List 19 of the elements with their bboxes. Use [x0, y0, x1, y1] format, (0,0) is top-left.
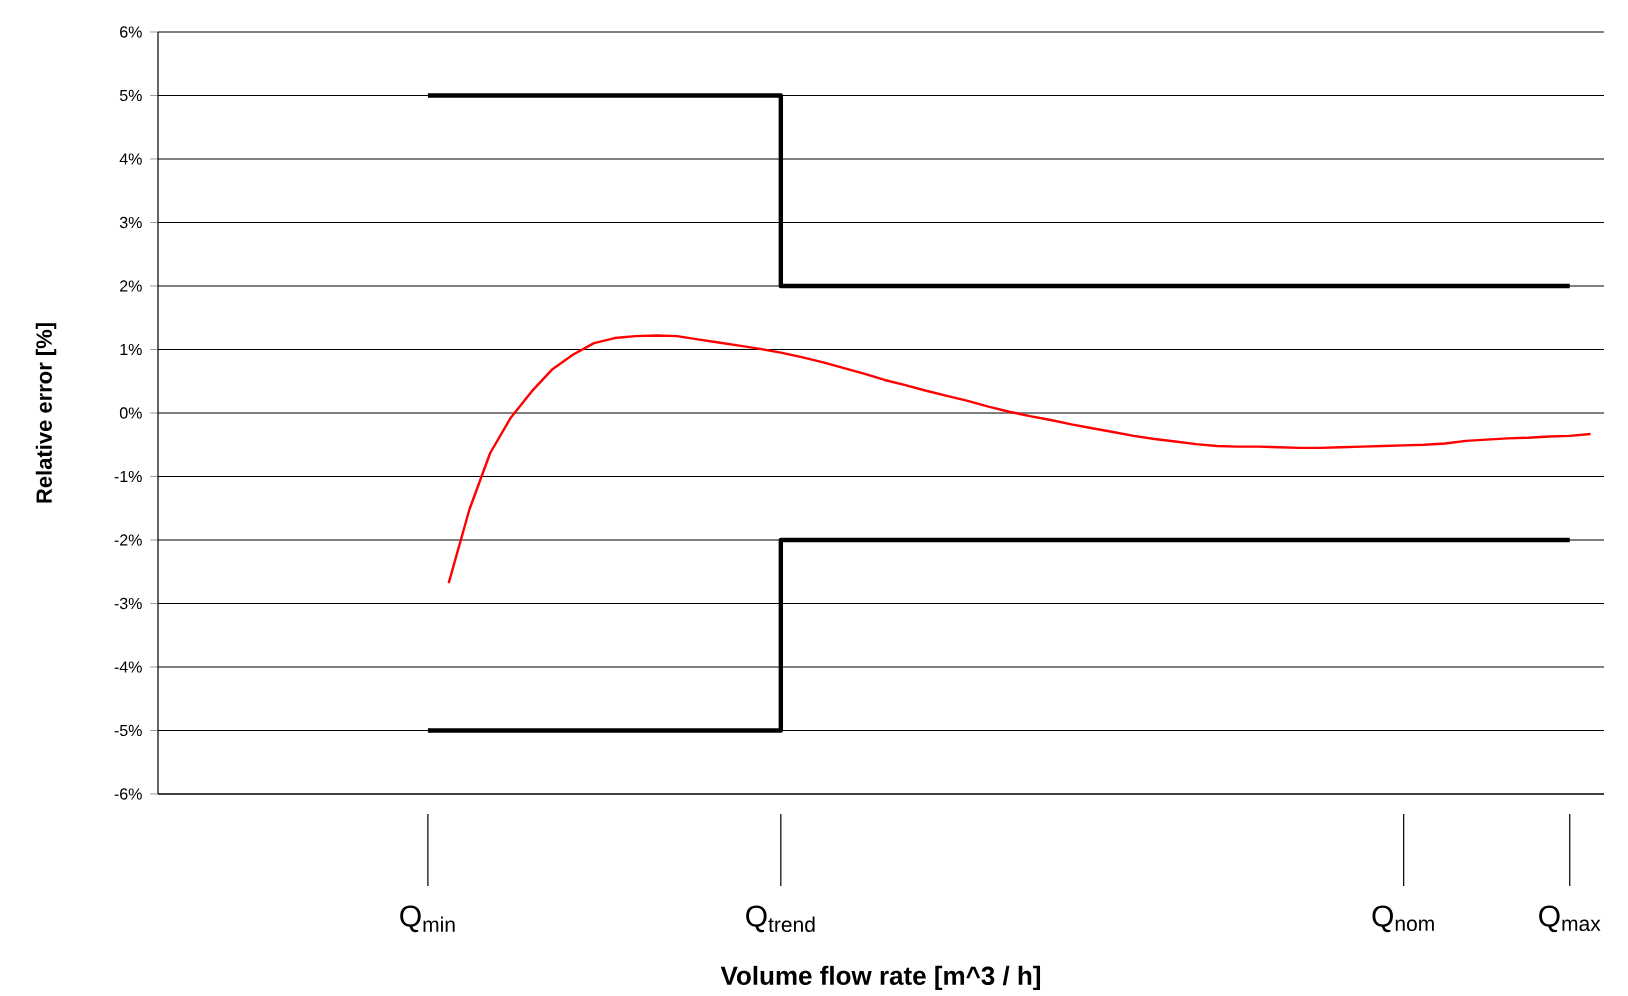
x-tick-label: Q$_{trend}$ — [746, 905, 815, 933]
y-tick-label: -1% — [114, 470, 142, 483]
y-tick-label: 4% — [119, 153, 142, 165]
x-tick-label: Q$_{max}$ — [1539, 905, 1601, 933]
y-tick-label: 0% — [119, 407, 142, 419]
x-tick-label: Q$_{min}$ — [400, 905, 455, 933]
y-tick-label: -6% — [114, 788, 142, 800]
x-axis-title: Volume flow rate [m^3 / h] — [720, 965, 1041, 991]
y-tick-label: 3% — [119, 216, 142, 229]
y-axis-title: Relative error [%] — [35, 323, 57, 503]
y-tick-label: -2% — [114, 534, 142, 546]
x-tick-label: Q$_{nom}$ — [1372, 905, 1434, 933]
y-tick-label: 6% — [120, 26, 142, 38]
y-tick-label: 5% — [119, 89, 142, 102]
y-tick-label: -4% — [114, 661, 142, 673]
y-tick-label: 2% — [120, 280, 142, 292]
y-tick-label: 1% — [120, 343, 142, 356]
y-tick-label: -3% — [114, 597, 142, 610]
y-tick-label: -5% — [114, 724, 142, 737]
